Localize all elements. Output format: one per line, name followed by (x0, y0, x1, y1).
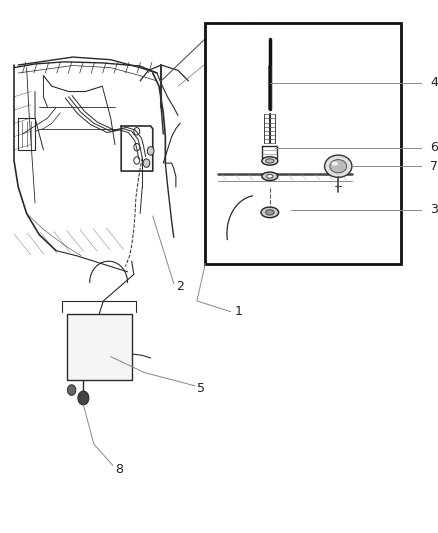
Circle shape (67, 385, 76, 395)
Text: 1: 1 (235, 305, 243, 318)
Bar (205, 22, 401, 264)
Text: 3: 3 (430, 203, 438, 216)
Ellipse shape (267, 174, 273, 178)
Circle shape (143, 159, 150, 167)
Ellipse shape (261, 207, 279, 217)
Bar (67, 314, 132, 381)
Ellipse shape (325, 155, 352, 177)
Ellipse shape (330, 159, 346, 173)
Text: 5: 5 (197, 382, 205, 395)
Text: 7: 7 (430, 160, 438, 173)
Ellipse shape (265, 209, 274, 215)
Text: 6: 6 (430, 141, 438, 154)
Text: 4: 4 (430, 76, 438, 90)
Ellipse shape (332, 161, 338, 166)
Ellipse shape (262, 172, 278, 181)
Circle shape (147, 147, 154, 155)
Ellipse shape (265, 159, 274, 163)
Ellipse shape (262, 157, 278, 165)
Circle shape (78, 391, 89, 405)
Text: 2: 2 (176, 280, 184, 293)
Text: 8: 8 (115, 463, 123, 475)
